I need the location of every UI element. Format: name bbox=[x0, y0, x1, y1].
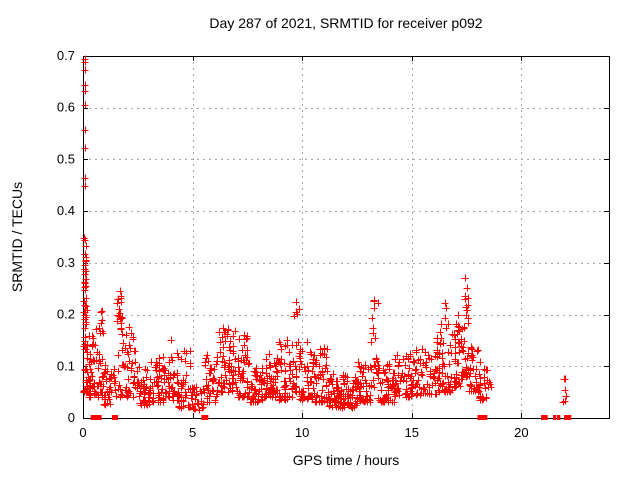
zero-cluster-marker bbox=[477, 415, 488, 420]
y-tick-label: 0.6 bbox=[57, 100, 75, 115]
zero-cluster-marker bbox=[201, 415, 209, 420]
x-tick-label: 5 bbox=[189, 425, 196, 440]
scatter-points bbox=[80, 55, 570, 414]
x-axis-label: GPS time / hours bbox=[292, 452, 400, 468]
y-tick-label: 0.5 bbox=[57, 151, 75, 166]
y-tick-label: 0.4 bbox=[57, 203, 75, 218]
x-tick-label: 0 bbox=[79, 425, 86, 440]
x-tick-label: 10 bbox=[295, 425, 309, 440]
zero-cluster-marker bbox=[111, 415, 119, 420]
chart-title: Day 287 of 2021, SRMTID for receiver p09… bbox=[209, 15, 483, 31]
x-tick-label: 20 bbox=[514, 425, 528, 440]
zero-cluster-marker bbox=[541, 415, 548, 420]
zero-cluster-marker bbox=[553, 415, 557, 420]
zero-cluster-marker bbox=[564, 415, 572, 420]
y-tick-label: 0 bbox=[68, 410, 75, 425]
y-tick-label: 0.7 bbox=[57, 48, 75, 63]
zero-cluster-marker bbox=[90, 415, 102, 420]
y-tick-label: 0.1 bbox=[57, 358, 75, 373]
zero-cluster-marker bbox=[556, 415, 561, 420]
y-tick-label: 0.3 bbox=[57, 255, 75, 270]
x-tick-label: 15 bbox=[405, 425, 419, 440]
y-tick-label: 0.2 bbox=[57, 307, 75, 322]
